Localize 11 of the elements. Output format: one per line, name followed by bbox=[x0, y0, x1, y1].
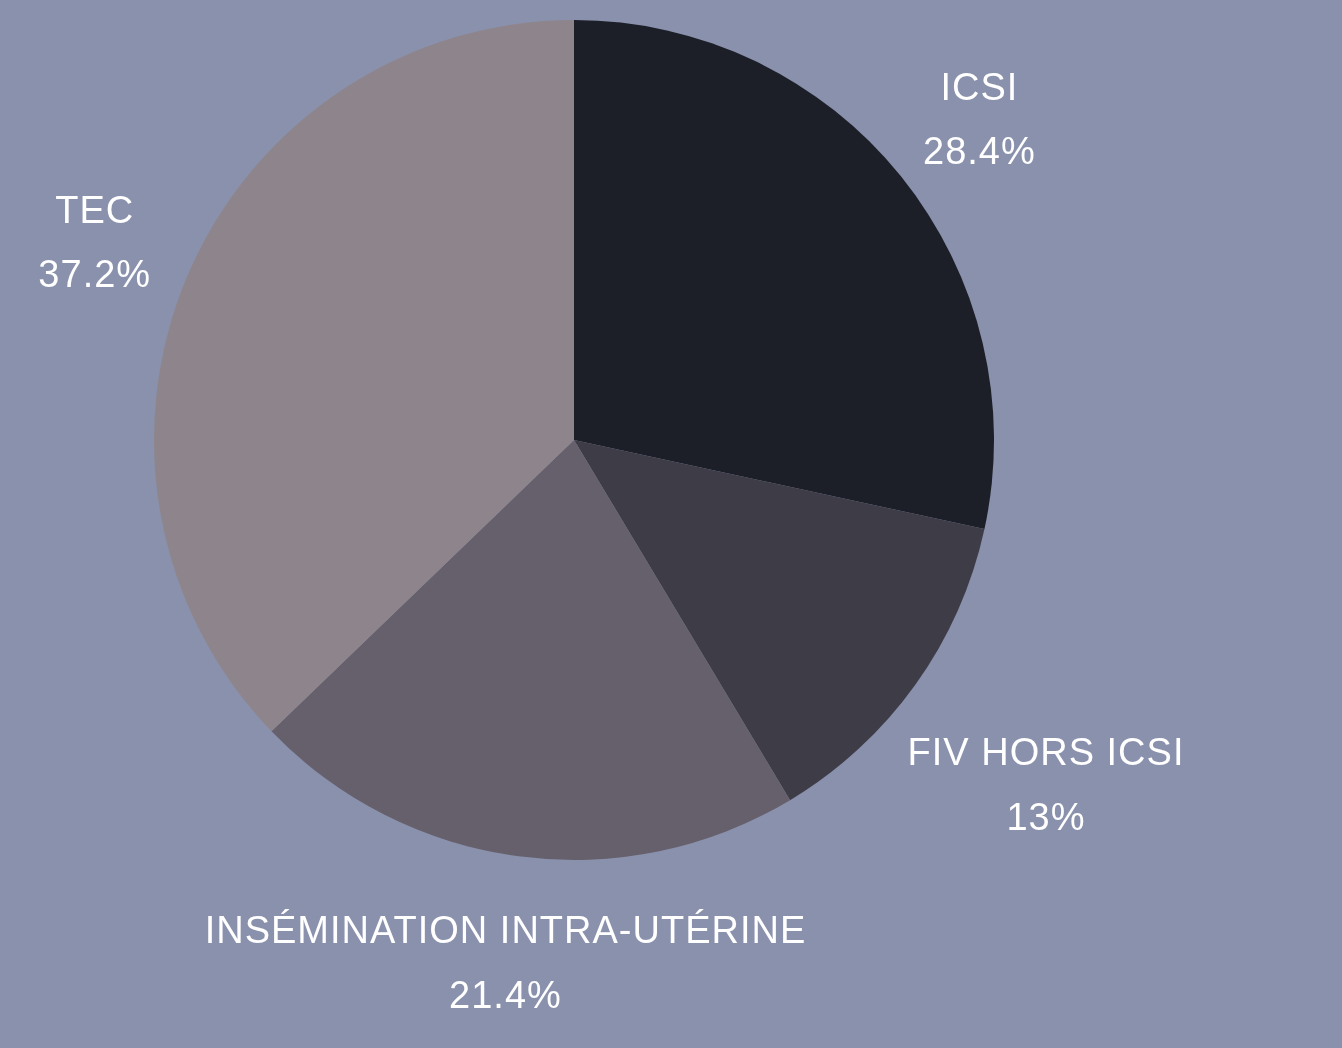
pie-slice bbox=[574, 440, 985, 801]
pie-slice bbox=[271, 440, 791, 860]
slice-label: INSÉMINATION INTRA-UTÉRINE bbox=[204, 908, 807, 951]
data-label: 37.2% bbox=[38, 253, 152, 296]
pie-slice bbox=[154, 20, 574, 732]
slice-label: ICSI bbox=[940, 65, 1019, 108]
slice-label: TEC bbox=[55, 188, 135, 231]
data-label: 21.4% bbox=[449, 973, 562, 1016]
data-label: 13% bbox=[1006, 795, 1086, 838]
slice-label: FIV HORS ICSI bbox=[907, 731, 1185, 774]
data-label: 28.4% bbox=[923, 130, 1036, 173]
